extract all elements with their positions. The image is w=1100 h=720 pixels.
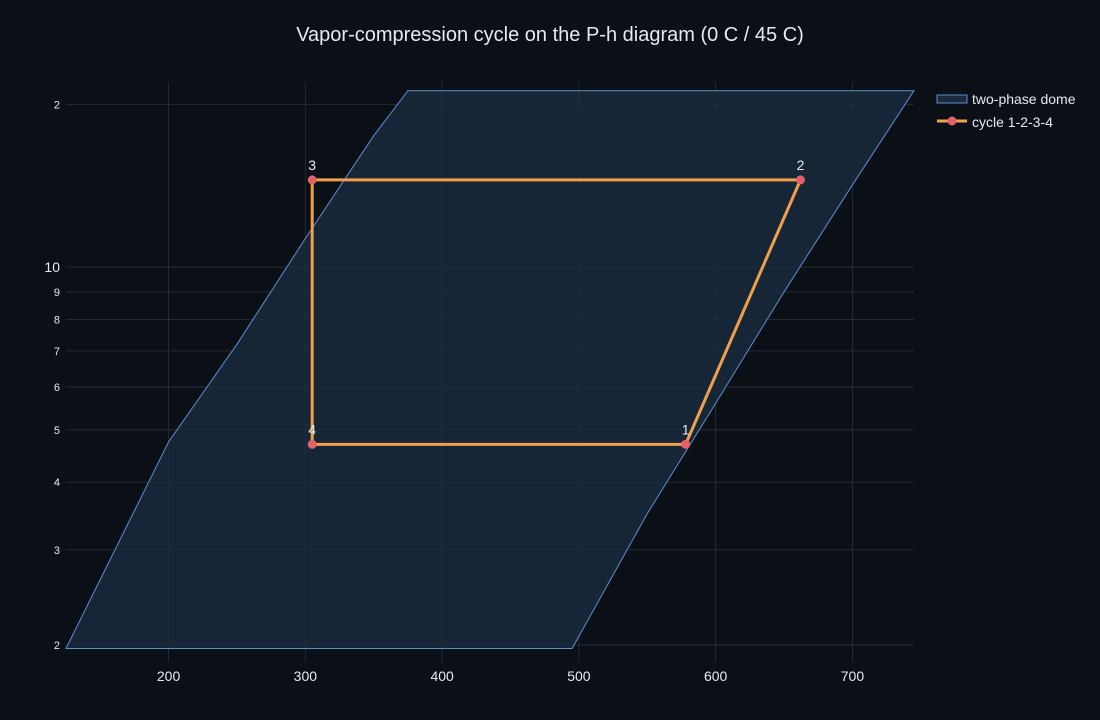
legend[interactable]: two-phase dome cycle 1-2-3-4 [936, 91, 1076, 130]
cycle-point-4-label: 4 [308, 421, 316, 437]
cycle-point-4-marker [307, 439, 317, 449]
two-phase-dome-layer [65, 90, 915, 649]
y-tick-label: 2 [54, 99, 60, 111]
x-tick-label: 700 [841, 668, 865, 684]
legend-marker-cycle [947, 116, 957, 126]
x-tick-label: 400 [430, 668, 454, 684]
legend-label-cycle: cycle 1-2-3-4 [972, 114, 1053, 130]
x-tick-label: 200 [157, 668, 181, 684]
x-tick-label: 600 [704, 668, 728, 684]
legend-swatch-dome [936, 94, 968, 104]
y-tick-label: 10 [44, 259, 60, 275]
x-tick-label: 500 [567, 668, 591, 684]
y-tick-label: 6 [54, 382, 60, 394]
cycle-point-2-label: 2 [797, 157, 805, 173]
cycle-point-1-marker [681, 439, 691, 449]
y-tick-label: 3 [54, 545, 60, 557]
cycle-layer: 1 2 3 4 [307, 157, 805, 449]
chart-title: Vapor-compression cycle on the P-h diagr… [296, 24, 804, 46]
cycle-point-3-marker [307, 175, 317, 185]
axis-labels-layer: 200 300 400 500 600 700 2 3 4 5 6 7 8 9 10 2 [44, 99, 864, 684]
y-tick-label: 7 [54, 346, 60, 358]
y-tick-label: 9 [54, 287, 60, 299]
cycle-point-2-marker [795, 175, 805, 185]
legend-label-dome: two-phase dome [972, 91, 1076, 107]
y-tick-label: 8 [54, 314, 60, 326]
cycle-point-3-label: 3 [308, 157, 316, 173]
y-tick-label: 5 [54, 425, 60, 437]
two-phase-dome-area [65, 90, 915, 649]
x-tick-label: 300 [294, 668, 318, 684]
y-tick-label: 4 [54, 477, 60, 489]
y-tick-label: 2 [54, 640, 60, 652]
cycle-point-1-label: 1 [682, 421, 690, 437]
